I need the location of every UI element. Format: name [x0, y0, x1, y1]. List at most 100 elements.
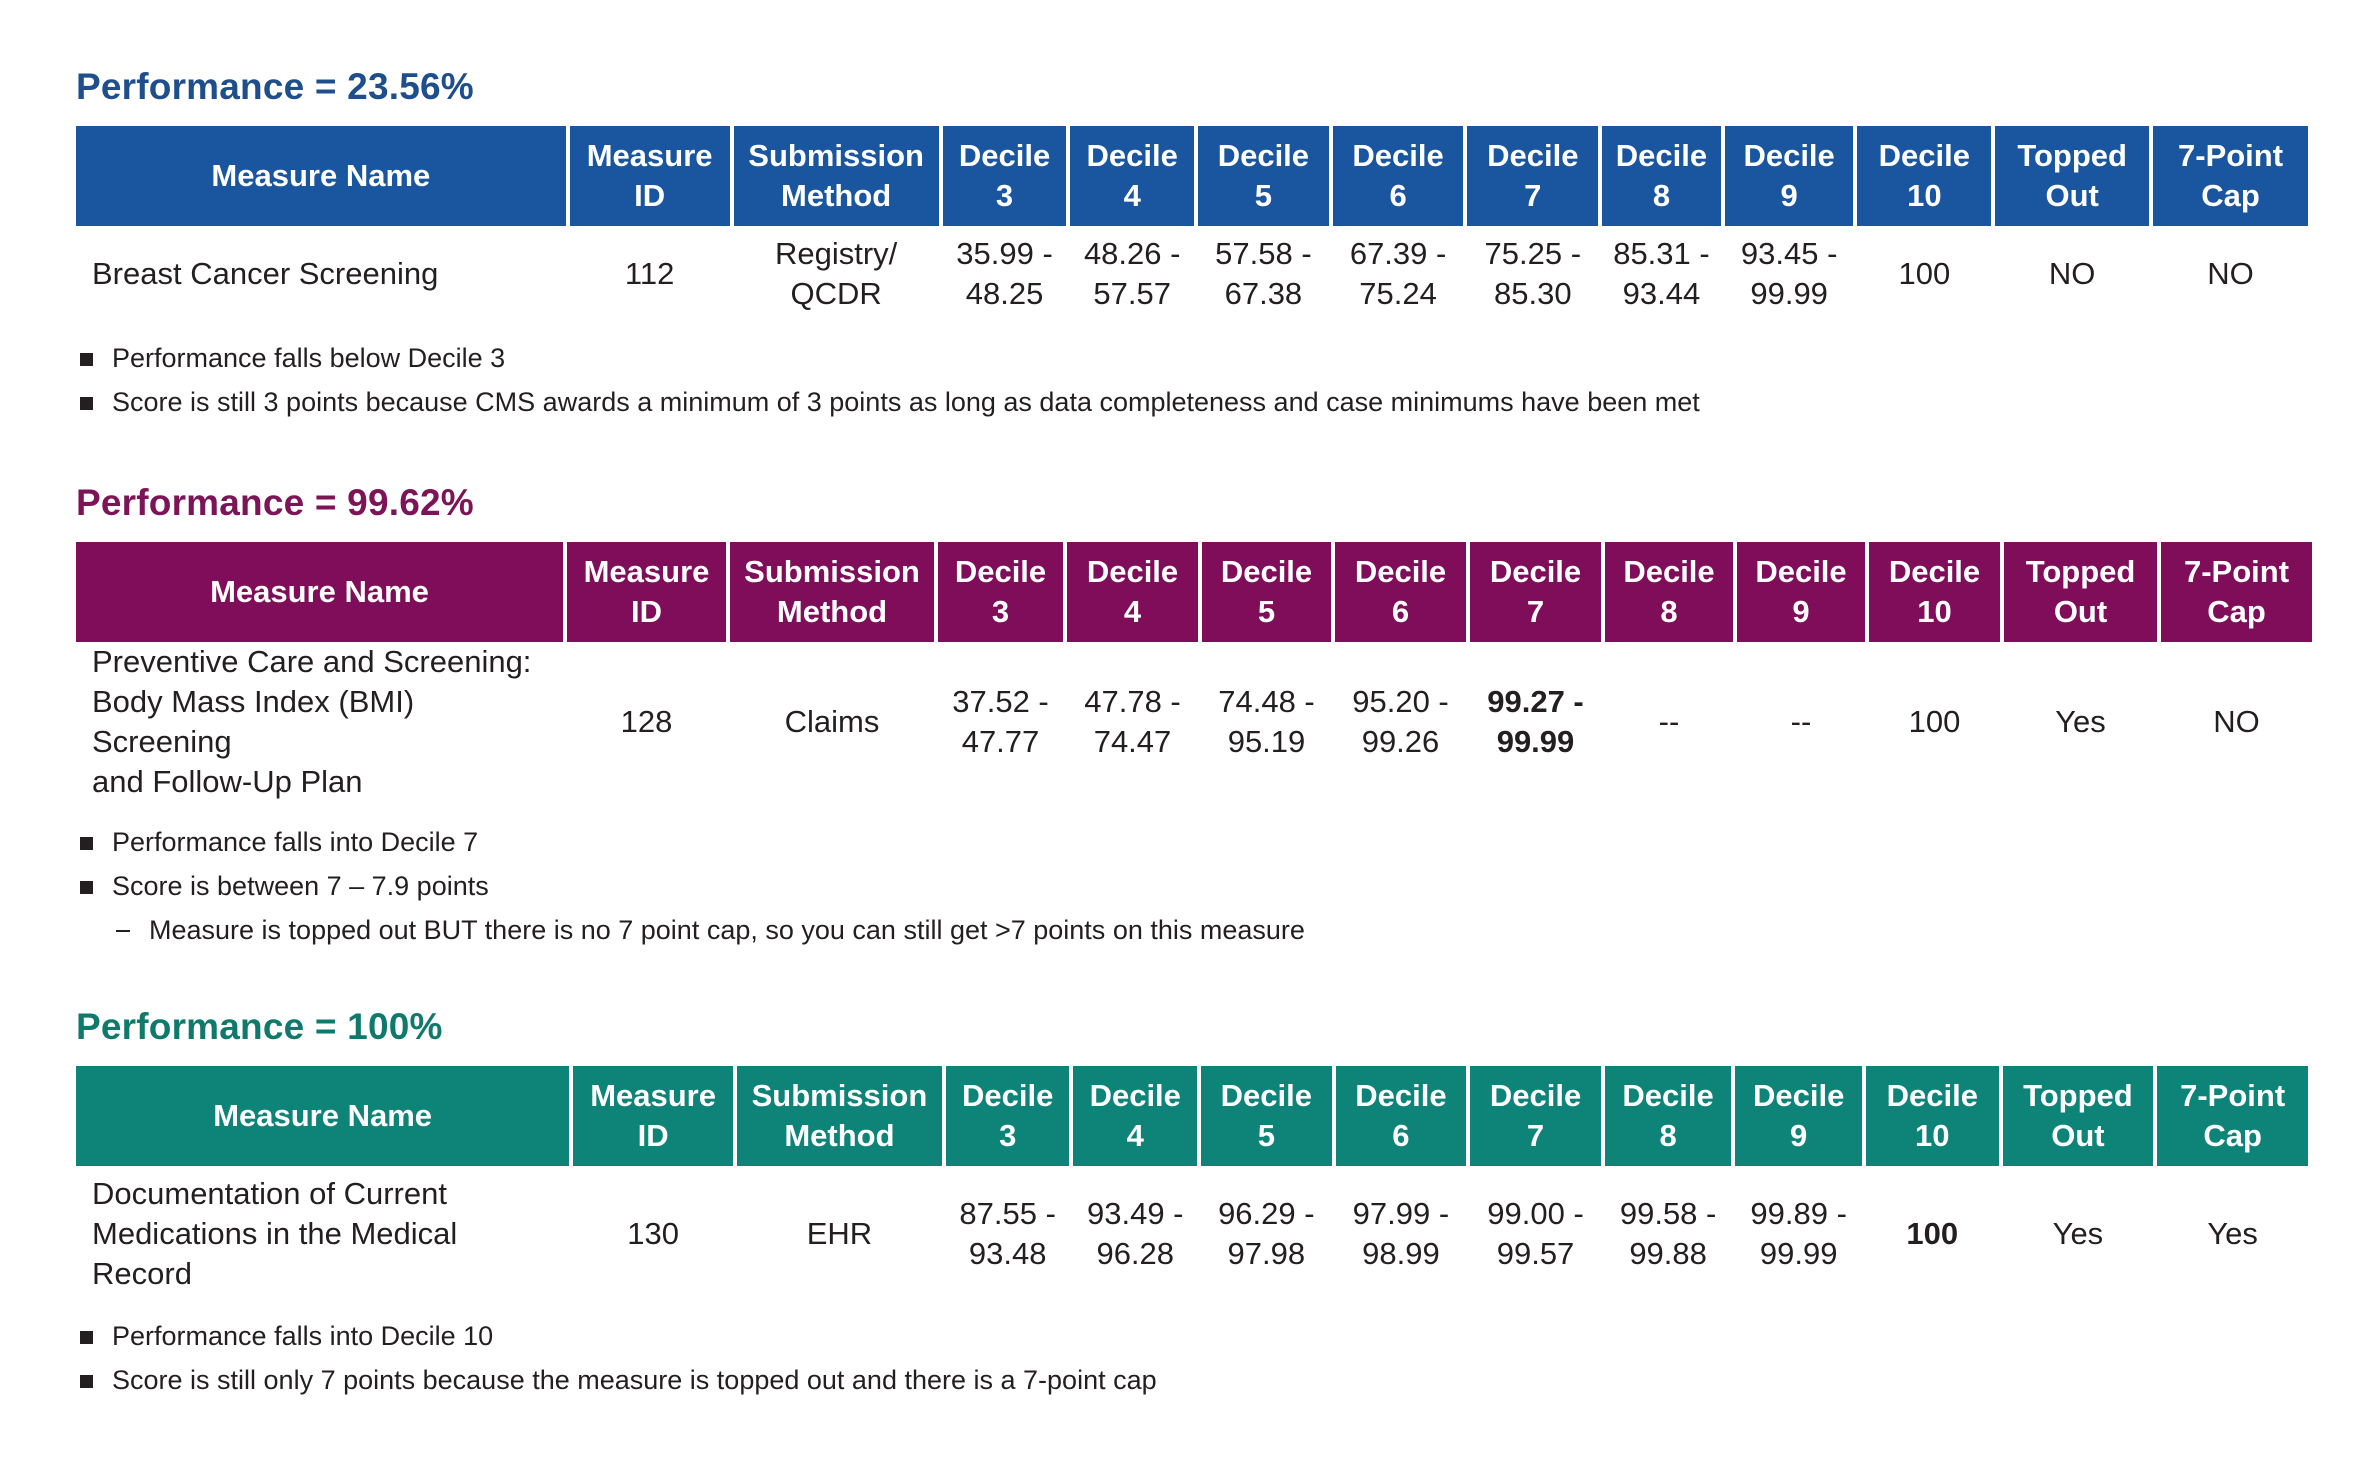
decile-3-header: Decile 3 — [945, 1066, 1070, 1166]
cell-line: 85.31 - — [1613, 236, 1710, 271]
seven-point-cap-header: 7-Point Cap — [2153, 126, 2308, 226]
cell-line: Decile — [1220, 1078, 1312, 1113]
cell-line: Decile — [1352, 138, 1444, 173]
decile-7-cell: 75.25 - 85.30 — [1467, 226, 1598, 322]
table-row: Preventive Care and Screening: Body Mass … — [76, 642, 2312, 802]
cell-line: 7-Point — [2178, 138, 2284, 173]
cell-line: 98.99 — [1362, 1236, 1440, 1271]
cell-line: Decile — [1487, 138, 1579, 173]
cell-line: -- — [1790, 704, 1812, 739]
cell-line: 93.44 — [1622, 276, 1701, 311]
decile-4-cell: 47.78 - 74.47 — [1067, 642, 1198, 802]
cell-line: Decile — [1217, 138, 1310, 173]
cell-line: 8 — [1652, 178, 1671, 213]
cell-line: 7-Point — [2180, 1078, 2286, 1113]
note-item: Performance falls into Decile 10 — [76, 1314, 2316, 1358]
decile-8-cell: -- — [1605, 642, 1733, 802]
cell-line: 35.99 - — [956, 236, 1053, 271]
cell-line: 87.55 - — [959, 1196, 1056, 1231]
cell-line: Decile — [954, 554, 1047, 589]
cell-line: Decile — [1743, 138, 1835, 173]
note-item: Score is still 3 points because CMS awar… — [76, 380, 2316, 424]
cell-line: 10 — [1907, 178, 1942, 213]
cell-line: 99.57 — [1496, 1236, 1575, 1271]
cell-line: 96.29 - — [1218, 1196, 1315, 1231]
header-row: Measure Name Measure ID Submission Method Dec… — [76, 1066, 2308, 1166]
cell-line: 8 — [1660, 594, 1678, 629]
measure-id-cell: 130 — [573, 1166, 733, 1302]
cell-line: Decile — [1355, 1078, 1447, 1113]
decile-6-cell: 97.99 - 98.99 — [1336, 1166, 1467, 1302]
measure-id-cell: 128 — [567, 642, 726, 802]
cell-line: 48.25 — [965, 276, 1044, 311]
cell-line: -- — [1658, 704, 1680, 739]
cell-line: Topped — [2017, 138, 2127, 173]
decile-4-header: Decile 4 — [1067, 542, 1198, 642]
decile-3-header: Decile 3 — [938, 542, 1063, 642]
submission-method-header: Submission Method — [733, 126, 939, 226]
cell-line: 8 — [1659, 1118, 1677, 1153]
cell-line: and Follow-Up Plan — [92, 764, 363, 799]
decile-6-cell: 95.20 - 99.26 — [1335, 642, 1466, 802]
cell-line: Topped — [2025, 554, 2136, 589]
cell-line: Submission — [744, 554, 920, 589]
cell-line: 5 — [1257, 594, 1276, 629]
note-item: Performance falls below Decile 3 — [76, 336, 2316, 380]
decile-7-header: Decile 7 — [1470, 542, 1601, 642]
seven-point-cap-cell: Yes — [2157, 1166, 2308, 1302]
decile-10-cell: 100 — [1869, 642, 2000, 802]
cell-line: 7 — [1526, 1118, 1545, 1153]
notes-list: Performance falls into Decile 7 Score is … — [76, 820, 2316, 952]
cell-line: Decile — [1886, 1078, 1978, 1113]
cell-line: Yes — [2052, 1216, 2104, 1251]
cell-line: 97.99 - — [1352, 1196, 1450, 1231]
decile-table: Measure Name Measure ID Submission Method Dec… — [72, 126, 2312, 322]
topped-out-cell: NO — [1995, 226, 2149, 322]
cell-line: 75.24 — [1359, 276, 1437, 311]
measure-id-header: Measure ID — [573, 1066, 733, 1166]
cell-line: 99.27 - — [1487, 684, 1584, 719]
decile-table: Measure Name Measure ID Submission Method Dec… — [72, 1066, 2312, 1302]
cell-line: 67.39 - — [1349, 236, 1447, 271]
submission-method-header: Submission Method — [730, 542, 934, 642]
cell-line: 7 — [1524, 178, 1542, 213]
cell-line: Breast Cancer Screening — [92, 256, 439, 291]
decile-10-header: Decile 10 — [1865, 1066, 1999, 1166]
cell-line: 93.49 - — [1086, 1196, 1184, 1231]
cell-line: 75.25 - — [1484, 236, 1582, 271]
cell-line: NO — [2048, 256, 2096, 291]
cell-line: Yes — [2055, 704, 2106, 739]
cell-line: 9 — [1790, 1118, 1808, 1153]
decile-table: Measure Name Measure ID Submission Method Dec… — [72, 542, 2316, 802]
cell-line: 95.20 - — [1352, 684, 1449, 719]
section-performance-1: Performance = 23.56% Measure Name Measure… — [76, 62, 2316, 424]
cell-line: 10 — [1915, 1118, 1950, 1153]
decile-4-header: Decile 4 — [1070, 126, 1195, 226]
section-title: Performance = 100% — [76, 1006, 443, 1047]
cell-line: ID — [634, 178, 666, 213]
cell-line: Submission — [751, 1078, 928, 1113]
cell-line: Cap — [2207, 594, 2266, 629]
decile-7-cell: 99.00 - 99.57 — [1470, 1166, 1601, 1302]
cell-line: NO — [2213, 704, 2260, 739]
cell-line: 5 — [1257, 1118, 1275, 1153]
cell-line: 3 — [991, 594, 1010, 629]
cell-line: Out — [2053, 594, 2108, 629]
cell-line: Cap — [2203, 1118, 2262, 1153]
decile-4-cell: 48.26 - 57.57 — [1070, 226, 1194, 322]
note-item: Score is between 7 – 7.9 points — [76, 864, 2316, 908]
section-title: Performance = 23.56% — [76, 66, 474, 107]
decile-3-cell: 87.55 - 93.48 — [946, 1166, 1070, 1302]
decile-5-cell: 96.29 - 97.98 — [1201, 1166, 1332, 1302]
cell-line: 6 — [1392, 1118, 1410, 1153]
topped-out-header: Topped Out — [1995, 126, 2150, 226]
cell-line: 100 — [1898, 256, 1951, 291]
decile-6-header: Decile 6 — [1335, 1066, 1467, 1166]
cell-line: Decile — [1753, 1078, 1845, 1113]
note-item: Performance falls into Decile 7 — [76, 820, 2316, 864]
cell-line: 99.58 - — [1619, 1196, 1717, 1231]
decile-4-header: Decile 4 — [1073, 1066, 1198, 1166]
cell-line: Decile — [1220, 554, 1313, 589]
cell-line: Registry/ — [774, 236, 898, 271]
measure-id-header: Measure ID — [569, 126, 730, 226]
